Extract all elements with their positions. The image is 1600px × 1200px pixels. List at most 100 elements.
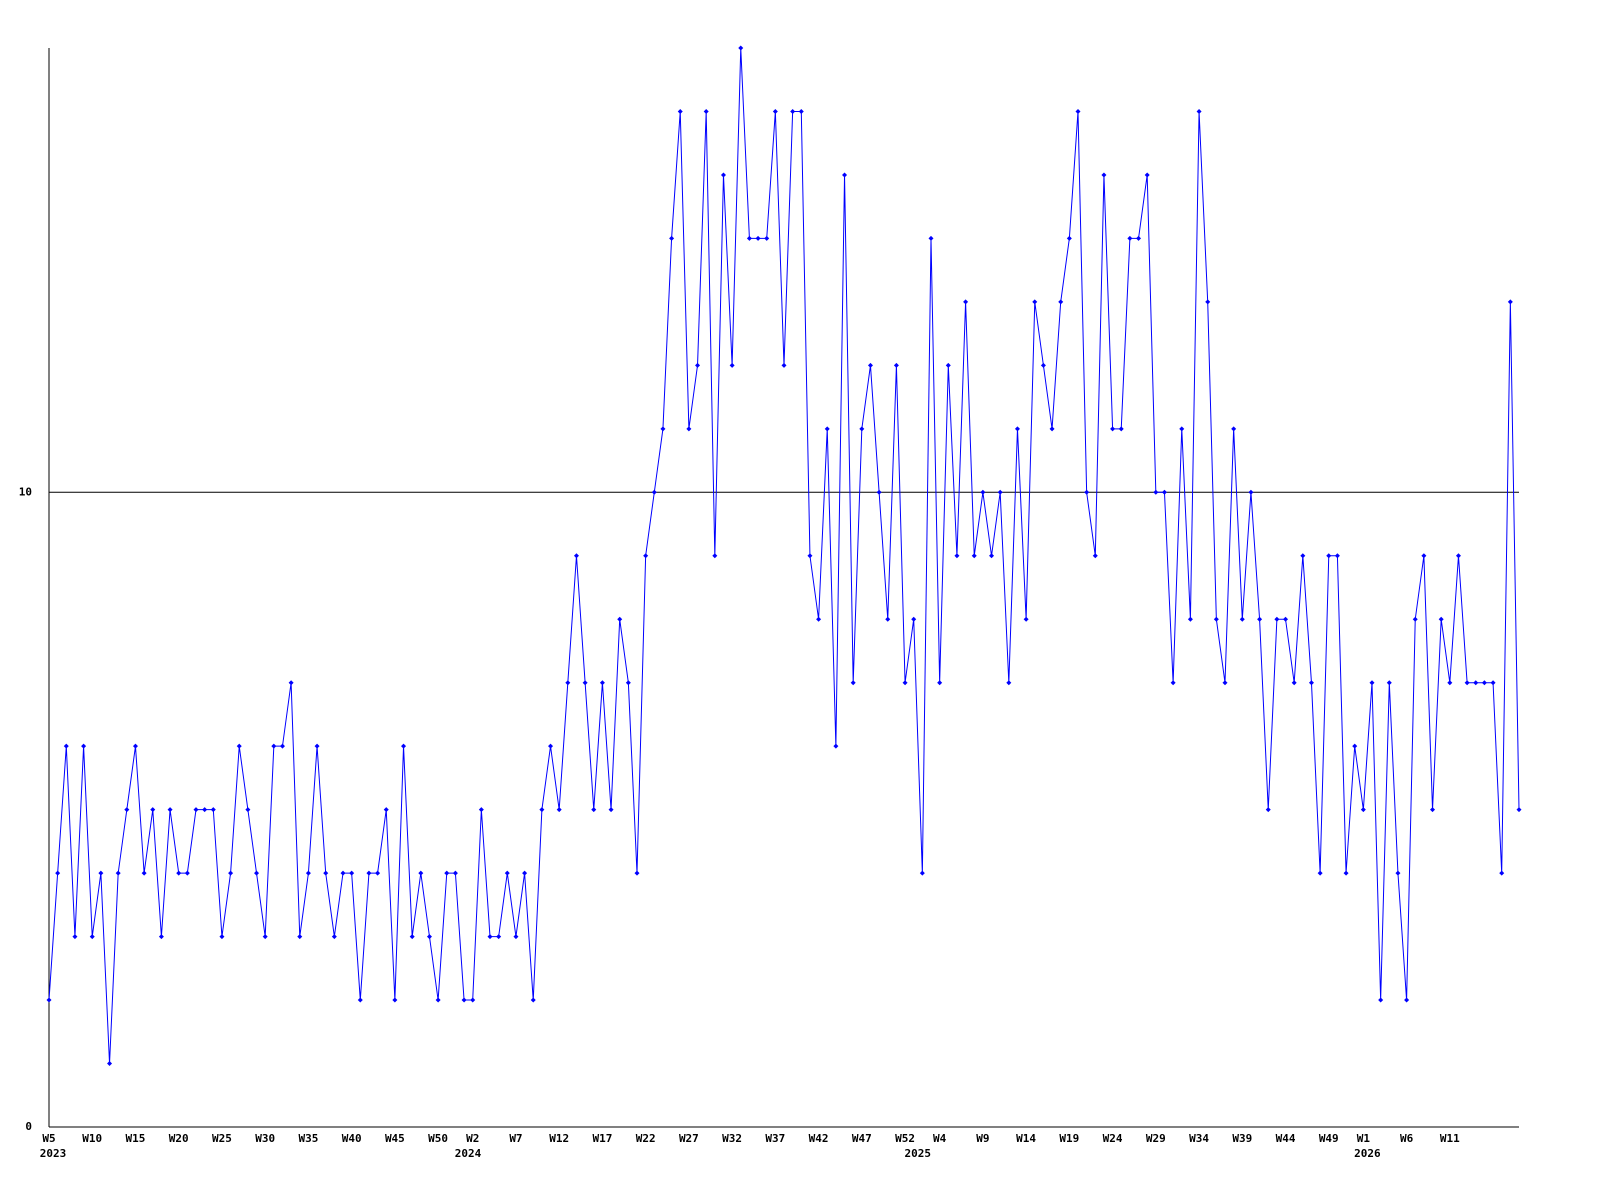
data-point: [1205, 299, 1211, 305]
data-point: [1291, 680, 1297, 686]
data-point: [1378, 997, 1384, 1003]
data-point: [798, 108, 804, 114]
x-tick-label: W15: [126, 1132, 146, 1145]
data-point: [1248, 489, 1254, 495]
data-point: [357, 997, 363, 1003]
data-point: [669, 235, 675, 241]
data-point: [228, 870, 234, 876]
data-point: [608, 807, 614, 813]
data-point: [850, 680, 856, 686]
data-point: [1066, 235, 1072, 241]
x-tick-label: W22: [636, 1132, 656, 1145]
data-point: [1326, 553, 1332, 559]
data-point: [297, 934, 303, 940]
x-tick-label: W35: [298, 1132, 318, 1145]
data-point: [478, 807, 484, 813]
data-point: [573, 553, 579, 559]
data-point: [634, 870, 640, 876]
data-point: [582, 680, 588, 686]
x-tick-label: W11: [1440, 1132, 1460, 1145]
data-point: [1421, 553, 1427, 559]
data-point: [677, 108, 683, 114]
data-point: [444, 870, 450, 876]
data-point: [366, 870, 372, 876]
data-point: [340, 870, 346, 876]
y-tick-label: 0: [25, 1120, 32, 1133]
x-year-label: 2026: [1354, 1147, 1381, 1160]
data-point: [1144, 172, 1150, 178]
x-tick-label: W49: [1319, 1132, 1339, 1145]
data-point: [954, 553, 960, 559]
data-point: [1334, 553, 1340, 559]
data-point: [876, 489, 882, 495]
y-tick-label: 10: [19, 485, 32, 498]
data-point: [1023, 616, 1029, 622]
data-point: [625, 680, 631, 686]
data-point: [1170, 680, 1176, 686]
data-point: [254, 870, 260, 876]
data-point: [1274, 616, 1280, 622]
data-point: [1490, 680, 1496, 686]
x-tick-label: W29: [1146, 1132, 1166, 1145]
data-point: [989, 553, 995, 559]
data-point: [842, 172, 848, 178]
x-tick-label: W14: [1016, 1132, 1036, 1145]
data-point: [660, 426, 666, 432]
data-point: [807, 553, 813, 559]
data-point: [409, 934, 415, 940]
data-point: [193, 807, 199, 813]
data-point: [349, 870, 355, 876]
data-point: [245, 807, 251, 813]
data-point: [755, 235, 761, 241]
data-point: [1058, 299, 1064, 305]
data-point: [81, 743, 87, 749]
data-point: [565, 680, 571, 686]
data-point: [401, 743, 407, 749]
data-point: [210, 807, 216, 813]
data-point: [1006, 680, 1012, 686]
x-tick-label: W5: [42, 1132, 55, 1145]
data-point: [176, 870, 182, 876]
data-point: [945, 362, 951, 368]
data-point: [1300, 553, 1306, 559]
data-point: [46, 997, 52, 1003]
data-point: [1075, 108, 1081, 114]
x-year-label: 2024: [455, 1147, 482, 1160]
data-point: [375, 870, 381, 876]
data-point: [141, 870, 147, 876]
x-tick-label: W17: [592, 1132, 612, 1145]
x-tick-label: W52: [895, 1132, 915, 1145]
x-tick-label: W47: [852, 1132, 872, 1145]
data-point: [262, 934, 268, 940]
data-point: [833, 743, 839, 749]
data-point: [1265, 807, 1271, 813]
data-point: [435, 997, 441, 1003]
data-point: [124, 807, 130, 813]
data-point: [997, 489, 1003, 495]
data-point: [1404, 997, 1410, 1003]
data-point: [1447, 680, 1453, 686]
data-point: [323, 870, 329, 876]
data-point: [781, 362, 787, 368]
data-point: [426, 934, 432, 940]
data-point: [392, 997, 398, 1003]
data-point: [115, 870, 121, 876]
data-point: [980, 489, 986, 495]
data-point: [1127, 235, 1133, 241]
data-point: [712, 553, 718, 559]
data-point: [461, 997, 467, 1003]
data-point: [1213, 616, 1219, 622]
data-point: [1153, 489, 1159, 495]
x-tick-label: W7: [509, 1132, 522, 1145]
x-tick-label: W25: [212, 1132, 232, 1145]
data-point: [772, 108, 778, 114]
data-point: [824, 426, 830, 432]
data-point: [971, 553, 977, 559]
x-year-label: 2023: [40, 1147, 67, 1160]
data-point: [1455, 553, 1461, 559]
data-point: [107, 1061, 113, 1067]
data-point: [1352, 743, 1358, 749]
x-tick-label: W45: [385, 1132, 405, 1145]
data-point: [184, 870, 190, 876]
